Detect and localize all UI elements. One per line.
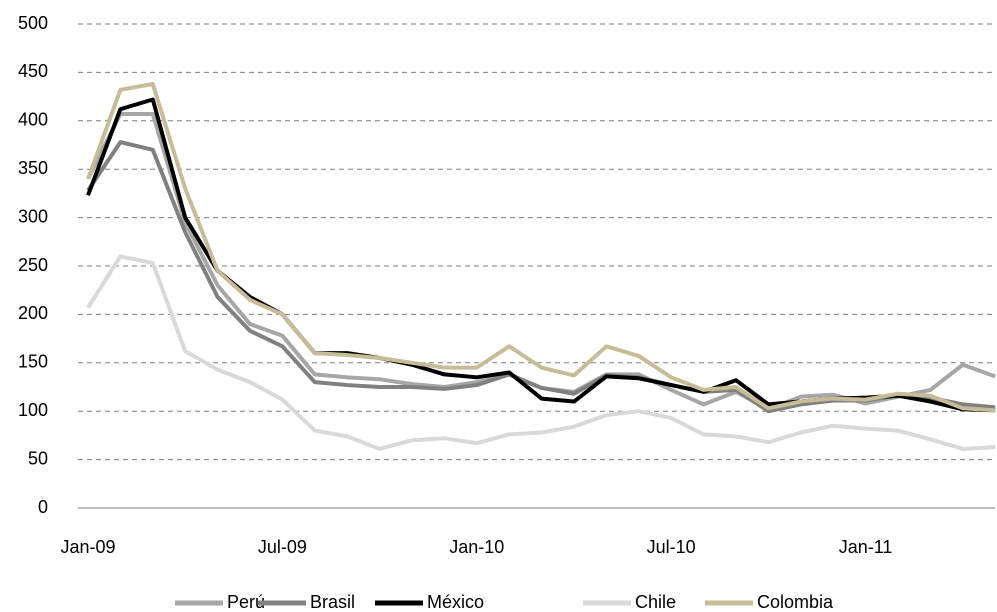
y-tick-label: 100	[18, 400, 48, 420]
y-tick-label: 350	[18, 158, 48, 178]
x-tick-label: Jan-11	[839, 537, 893, 557]
y-tick-label: 150	[18, 352, 48, 372]
legend-label: Colombia	[757, 592, 834, 612]
x-tick-label: Jul-10	[647, 537, 696, 557]
y-tick-label: 250	[18, 255, 48, 275]
y-tick-label: 450	[18, 61, 48, 81]
y-tick-label: 500	[18, 13, 48, 33]
x-tick-label: Jul-09	[258, 537, 307, 557]
x-tick-label: Jan-09	[60, 537, 115, 557]
line-series	[86, 97, 996, 413]
y-tick-label: 300	[18, 206, 48, 226]
line-series	[86, 254, 996, 451]
line-series	[86, 112, 996, 412]
legend-label: México	[427, 592, 484, 612]
legend-label: Brasil	[310, 592, 355, 612]
x-tick-label: Jan-10	[449, 537, 504, 557]
y-tick-label: 50	[28, 448, 48, 468]
line-series	[86, 82, 996, 413]
y-tick-label: 400	[18, 110, 48, 130]
y-tick-label: 200	[18, 303, 48, 323]
legend-label: Chile	[635, 592, 676, 612]
y-tick-label: 0	[38, 497, 48, 517]
legend-label: Perú	[227, 592, 265, 612]
